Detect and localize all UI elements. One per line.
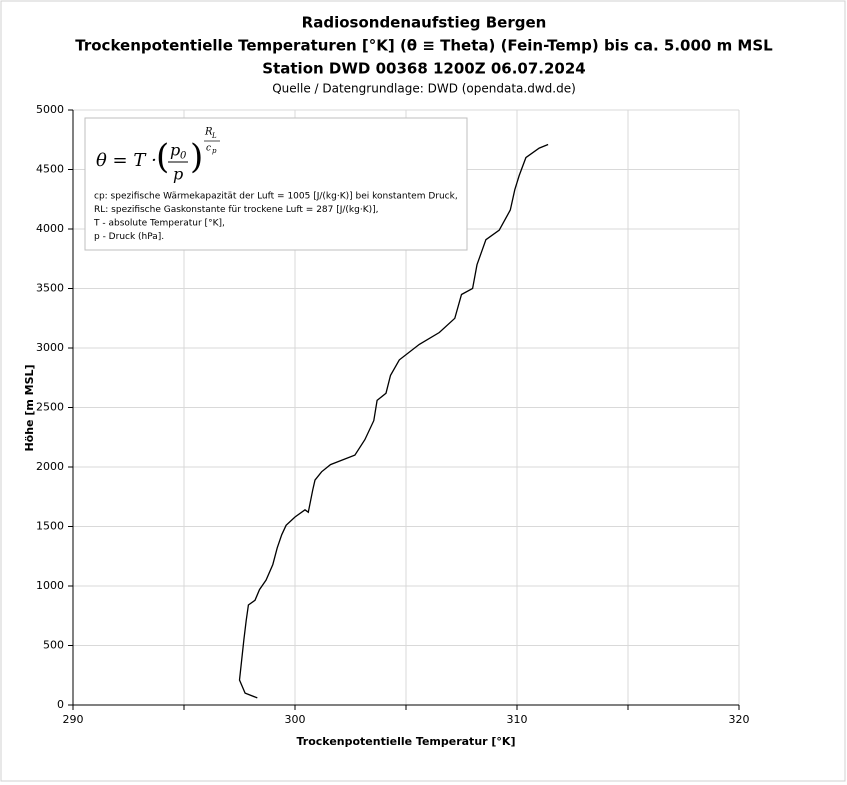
paren: ) xyxy=(190,137,203,177)
y-tick-label: 500 xyxy=(43,639,64,652)
y-tick-label: 2500 xyxy=(36,401,64,414)
note-line: cp: spezifische Wärmekapazität der Luft … xyxy=(94,192,458,202)
y-tick-label: 0 xyxy=(57,698,64,711)
y-tick-label: 2000 xyxy=(36,460,64,473)
formula-exp-num: R xyxy=(204,127,213,138)
y-tick-label: 3000 xyxy=(36,341,64,354)
x-axis-label: Trockenpotentielle Temperatur [°K] xyxy=(297,735,516,748)
x-tick-label: 310 xyxy=(507,713,528,726)
note-line: p - Druck (hPa]. xyxy=(94,232,164,242)
x-tick-label: 300 xyxy=(285,713,306,726)
note-line: RL: spezifische Gaskonstante für trocken… xyxy=(94,205,379,215)
formula-num: p xyxy=(170,141,180,160)
formula-box: θ = T · ( p 0 p ) R L c p cp: spezifisch… xyxy=(84,117,468,251)
formula-den: p xyxy=(173,165,183,184)
y-axis-label: Höhe [m MSL] xyxy=(23,364,36,451)
note-line: T - absolute Temperatur [°K], xyxy=(93,219,225,229)
chart-title: Radiosondenaufstieg Bergen xyxy=(302,14,547,32)
source: Quelle / Datengrundlage: DWD (opendata.d… xyxy=(272,82,576,96)
formula-lhs: θ = T · xyxy=(96,150,157,171)
data-line xyxy=(238,143,549,699)
formula-num-sub: 0 xyxy=(180,151,187,162)
paren: ( xyxy=(156,137,169,177)
y-tick-label: 5000 xyxy=(36,103,64,116)
y-tick-label: 4500 xyxy=(36,163,64,176)
plot-area: 0500100015002000250030003500400045005000… xyxy=(36,103,750,726)
y-tick-label: 1500 xyxy=(36,520,64,533)
formula-exp-num-sub: L xyxy=(211,132,217,140)
notes: cp: spezifische Wärmekapazität der Luft … xyxy=(93,192,458,243)
chart-subtitle: Station DWD 00368 1200Z 06.07.2024 xyxy=(262,60,585,78)
formula-exp-den-sub: p xyxy=(212,147,217,155)
x-tick-label: 290 xyxy=(63,713,84,726)
formula-exp-den: c xyxy=(206,144,211,154)
chart-subtitle: Trockenpotentielle Temperaturen [°K] (θ … xyxy=(75,37,773,55)
y-tick-label: 4000 xyxy=(36,222,64,235)
x-tick-label: 320 xyxy=(729,713,750,726)
formula-box-frame xyxy=(84,117,468,251)
y-tick-label: 3500 xyxy=(36,282,64,295)
y-tick-label: 1000 xyxy=(36,579,64,592)
